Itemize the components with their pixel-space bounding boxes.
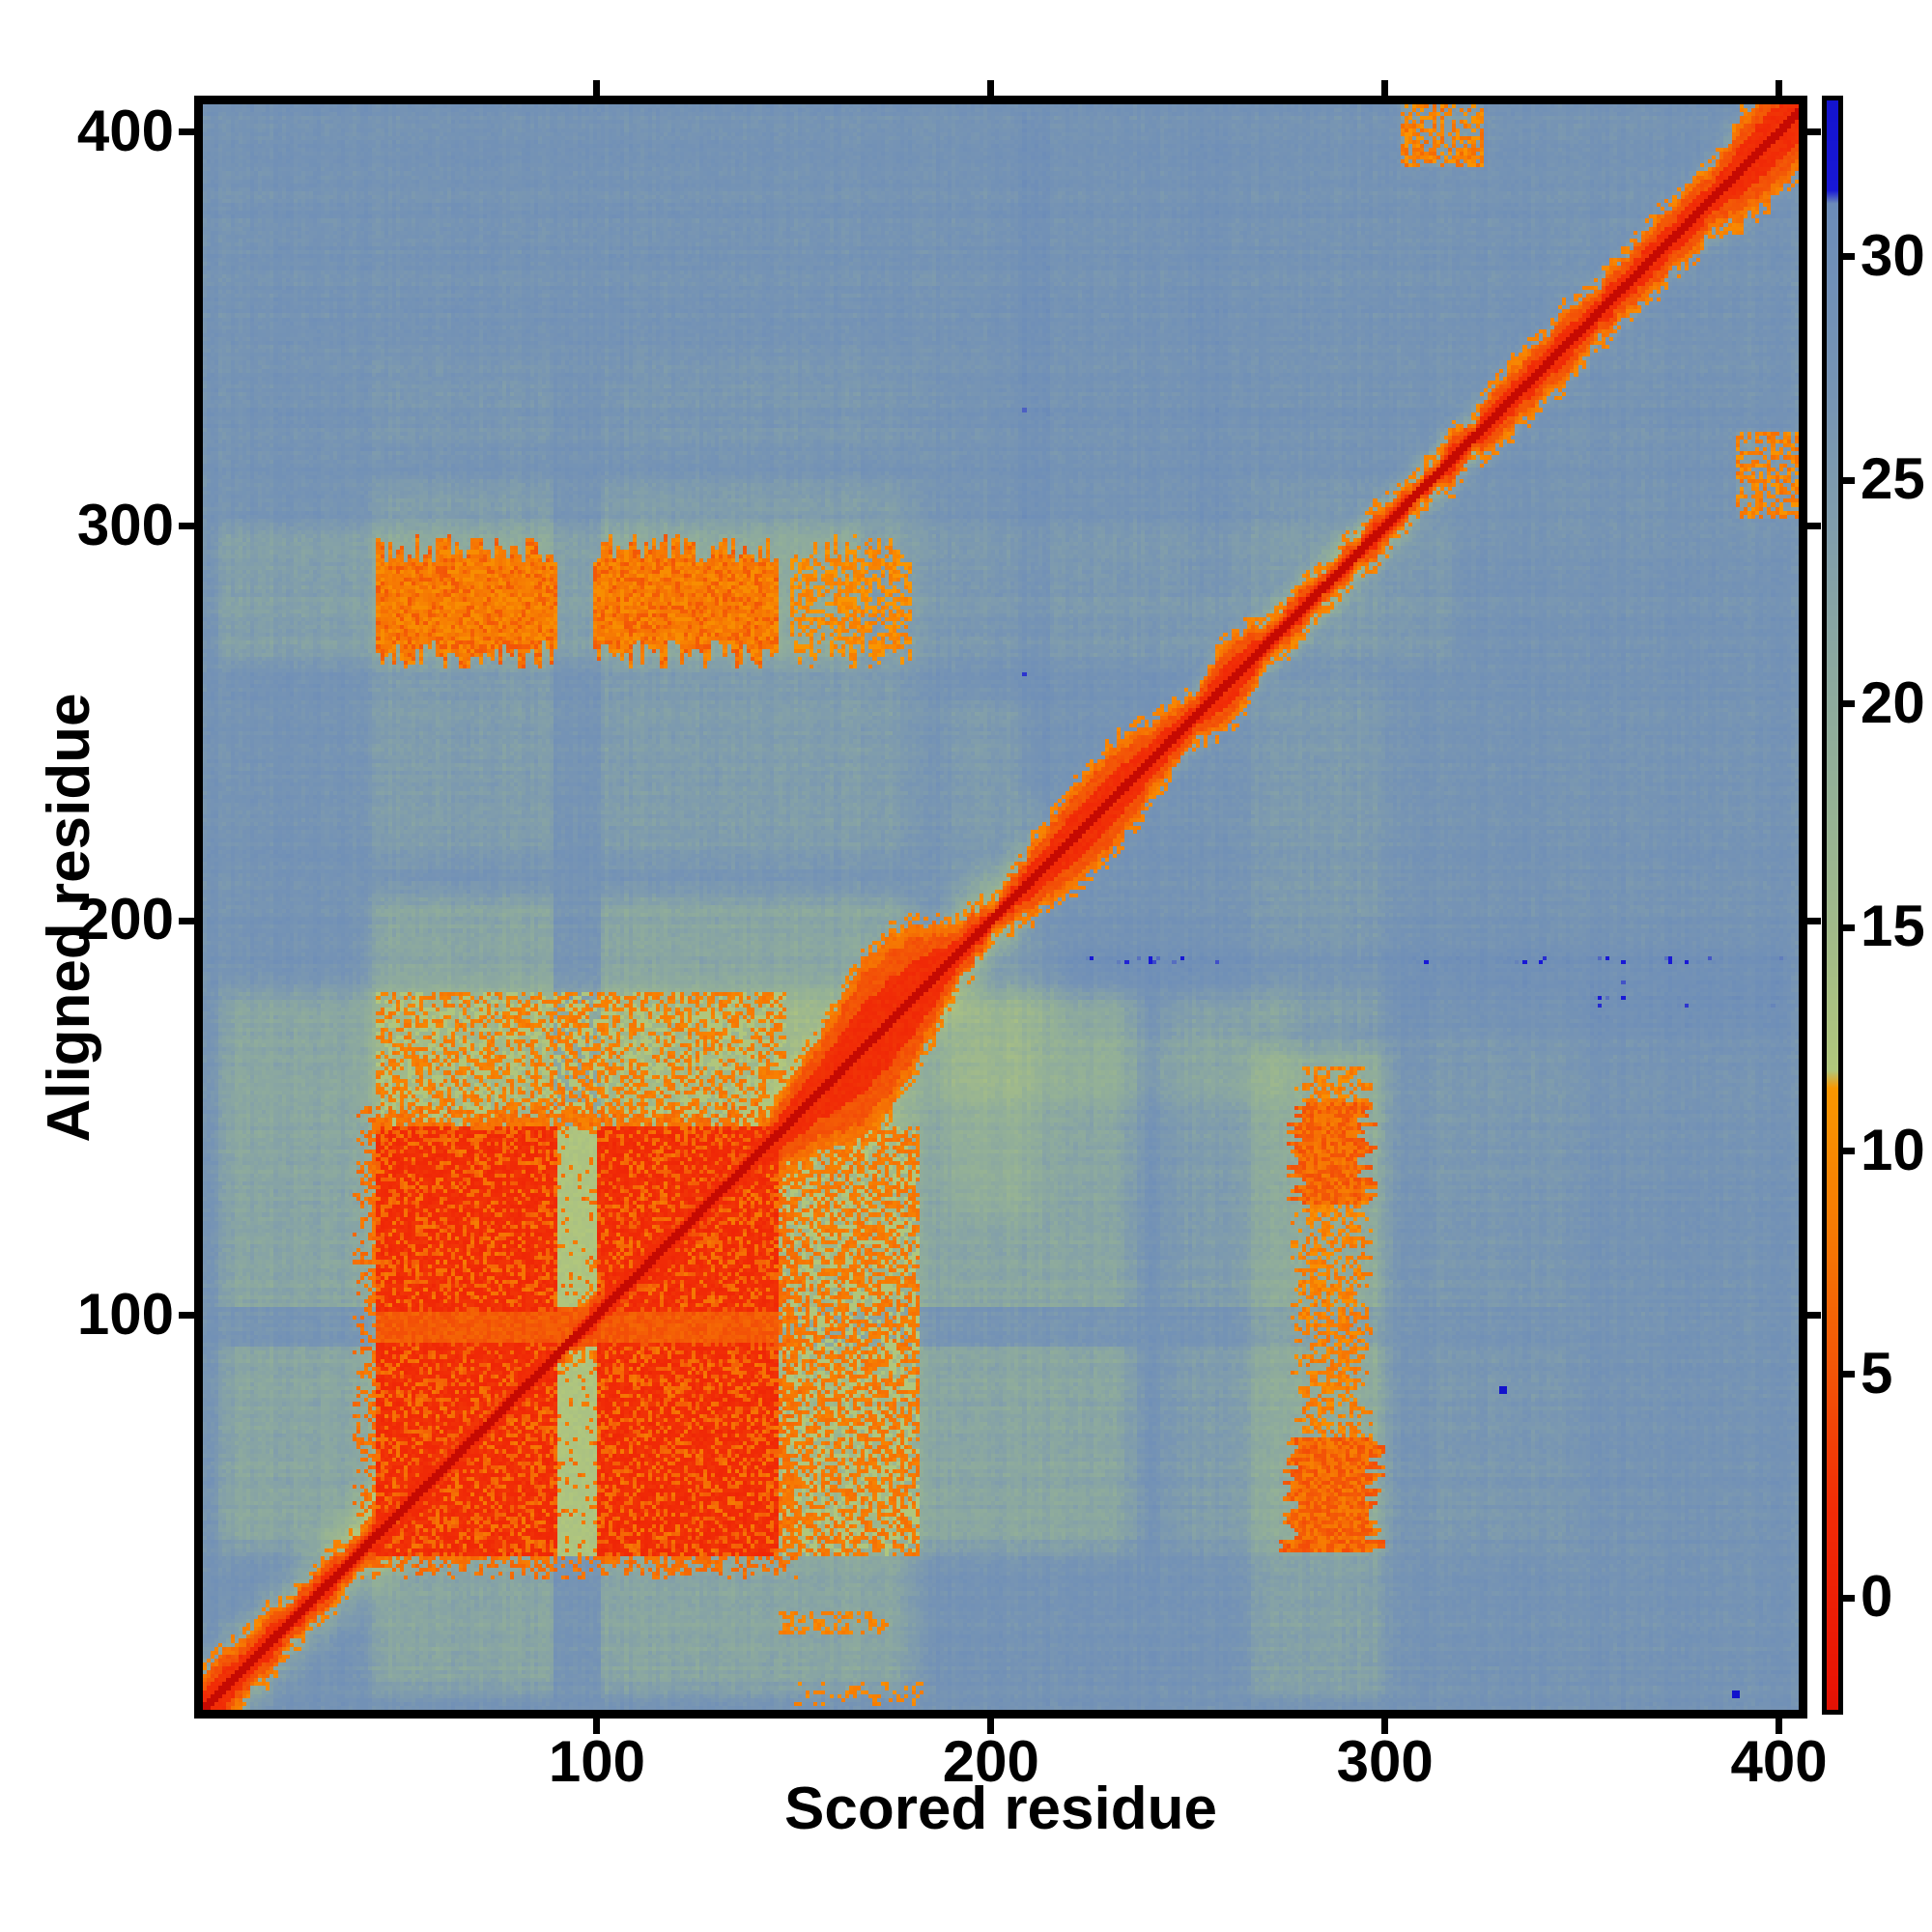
colorbar-tick-label: 20 (1861, 669, 1925, 735)
colorbar-tick-label: 15 (1861, 894, 1925, 959)
y-tick-label: 100 (76, 1281, 174, 1347)
colorbar-frame (1822, 96, 1843, 1715)
y-tick-label: 300 (76, 492, 174, 557)
x-axis-tick (593, 1719, 601, 1734)
colorbar-tick-label: 25 (1861, 446, 1925, 512)
colorbar-tick-label: 5 (1861, 1340, 1893, 1406)
x-tick-label: 100 (548, 1729, 645, 1794)
y-axis-tick (179, 523, 194, 530)
x-axis-tick (1381, 1719, 1389, 1734)
plot-frame (194, 96, 1807, 1719)
colorbar-tick (1843, 476, 1855, 484)
y-axis-right-tick (1807, 1312, 1821, 1320)
x-axis-tick (987, 1719, 995, 1734)
y-axis-tick (179, 1312, 194, 1320)
y-tick-label: 200 (76, 887, 174, 952)
colorbar-tick (1843, 700, 1855, 708)
y-axis-tick (179, 917, 194, 924)
x-axis-tick (1776, 1719, 1783, 1734)
colorbar-tick (1843, 253, 1855, 261)
y-tick-label: 400 (76, 98, 174, 163)
x-tick-label: 200 (942, 1729, 1039, 1794)
y-axis-tick (179, 128, 194, 136)
x-tick-label: 300 (1336, 1729, 1434, 1794)
colorbar-tick (1843, 1371, 1855, 1378)
x-axis-top-tick (1776, 80, 1783, 96)
y-axis-title: Aligned residue (36, 693, 102, 1143)
x-axis-title: Scored residue (784, 1776, 1217, 1842)
y-axis-right-tick (1807, 523, 1821, 530)
colorbar-tick (1843, 923, 1855, 931)
colorbar-tick (1843, 1594, 1855, 1602)
x-axis-top-tick (593, 80, 601, 96)
x-axis-top-tick (1381, 80, 1389, 96)
colorbar-tick-label: 30 (1861, 222, 1925, 288)
x-axis-top-tick (987, 80, 995, 96)
colorbar-tick-label: 0 (1861, 1564, 1893, 1630)
x-tick-label: 400 (1730, 1729, 1828, 1794)
colorbar-canvas (1827, 100, 1838, 1710)
y-axis-right-tick (1807, 917, 1821, 924)
y-axis-right-tick (1807, 128, 1821, 136)
heatmap-canvas (203, 104, 1799, 1710)
colorbar-tick (1843, 1148, 1855, 1155)
colorbar-tick-label: 10 (1861, 1117, 1925, 1182)
